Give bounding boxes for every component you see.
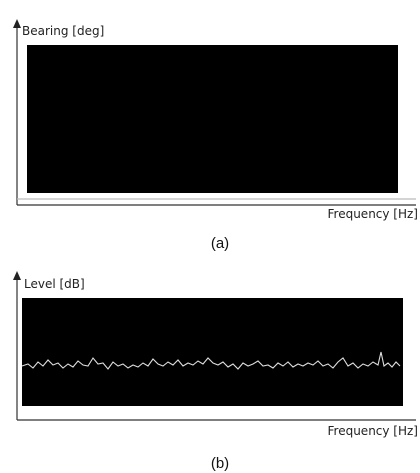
caption: (b) [211,455,229,472]
level-trace [21,351,401,370]
x-label: Frequency [Hz] [328,424,419,438]
panel-b: Level [dB] Frequency [Hz] (b) [13,271,418,472]
x-label: Frequency [Hz] [328,207,419,221]
y-axis-arrow [13,271,21,280]
plot-area [22,298,403,406]
caption: (a) [211,235,229,252]
panel-a: Bearing [deg] Frequency [Hz] (a) [13,19,418,252]
y-label: Bearing [deg] [22,24,104,38]
y-axis-arrow [13,19,21,28]
y-label: Level [dB] [24,277,85,291]
plot-area [27,45,398,193]
